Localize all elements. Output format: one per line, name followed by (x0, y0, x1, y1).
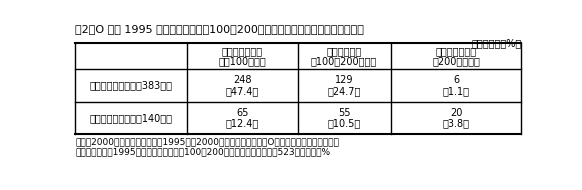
Text: （200万円～）: （200万円～） (432, 56, 480, 66)
Text: （100～200万円）: （100～200万円） (311, 56, 377, 66)
Text: （～100万円）: （～100万円） (219, 56, 267, 66)
Text: 元の販売階層: 元の販売階層 (327, 46, 361, 56)
Text: 6: 6 (453, 75, 459, 85)
Text: 注）　（）内は1995年時点の「販売金額100～200万円で専従者無し」の523戸に対する%: 注） （）内は1995年時点の「販売金額100～200万円で専従者無し」の523… (75, 148, 330, 157)
Text: （47.4）: （47.4） (226, 86, 259, 96)
Text: （12.4）: （12.4） (226, 118, 259, 128)
Text: 専従者無しのまま（383戸）: 専従者無しのまま（383戸） (90, 81, 173, 91)
Text: 上位販売階層へ: 上位販売階層へ (435, 46, 477, 56)
Text: 55: 55 (338, 108, 350, 117)
Text: 248: 248 (233, 75, 252, 85)
Text: 専従者保有に移行（140戸）: 専従者保有に移行（140戸） (90, 113, 173, 123)
Text: （24.7）: （24.7） (327, 86, 361, 96)
Text: 129: 129 (335, 75, 353, 85)
Text: 資料：2000年構造動態マスタと1995年・2000年センサス個票よりO市の継続農家について集計: 資料：2000年構造動態マスタと1995年・2000年センサス個票よりO市の継続… (75, 138, 339, 146)
Text: （10.5）: （10.5） (328, 118, 361, 128)
Text: 65: 65 (236, 108, 249, 117)
Text: （1.1）: （1.1） (442, 86, 470, 96)
Text: 20: 20 (450, 108, 462, 117)
Text: （3.8）: （3.8） (442, 118, 470, 128)
Text: （単位：戸、%）: （単位：戸、%） (471, 38, 521, 48)
Text: 下位販売階層へ: 下位販売階層へ (222, 46, 263, 56)
Text: 表2　O 市の 1995 年時点「販売金額100～200万円で専従者無し」階層の移行状況: 表2 O 市の 1995 年時点「販売金額100～200万円で専従者無し」階層の… (75, 24, 364, 34)
